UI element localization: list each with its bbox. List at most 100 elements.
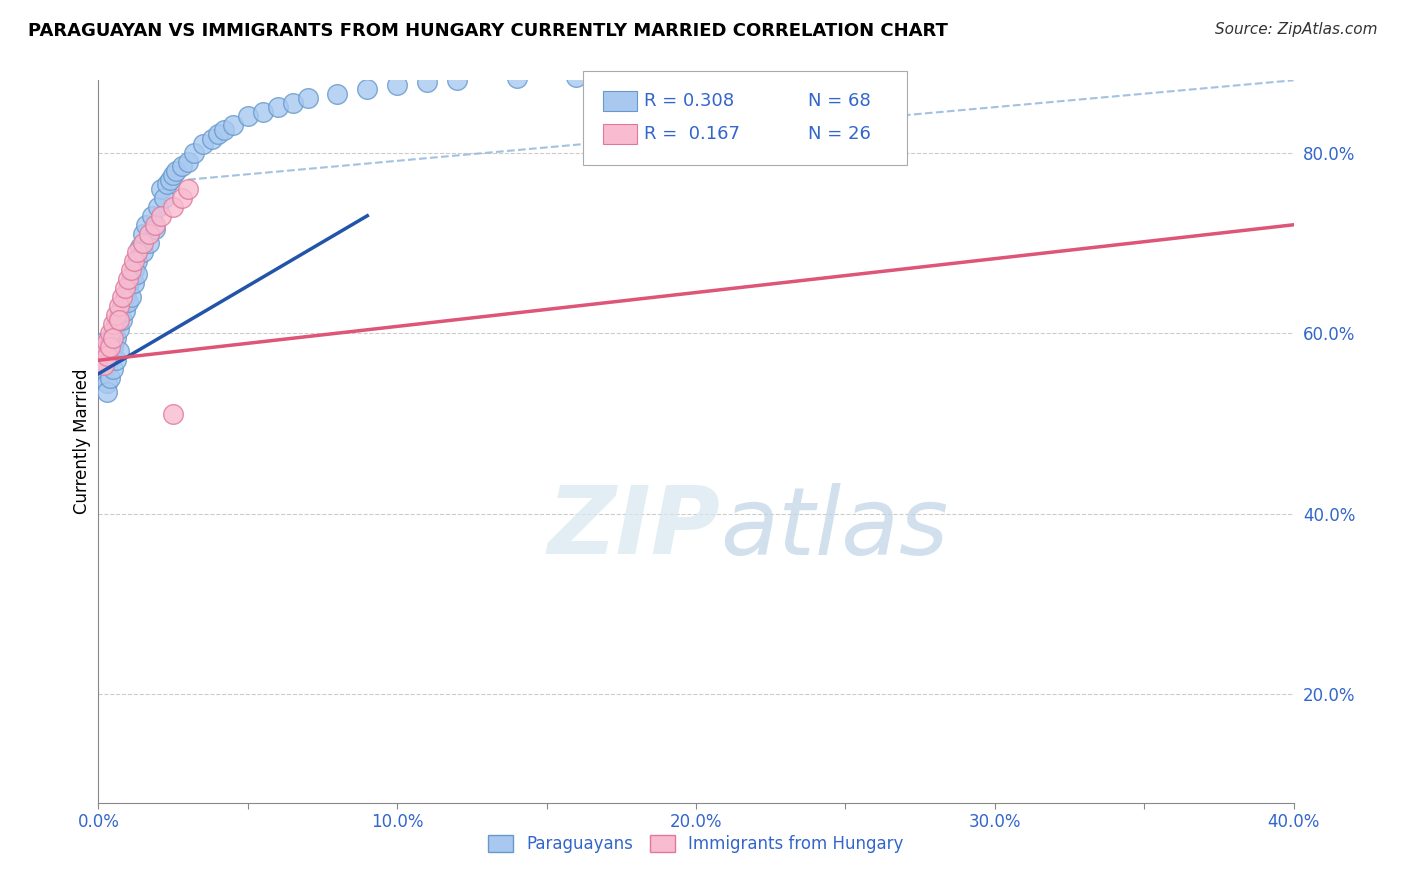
Point [120, 272, 142, 286]
Point [103, 340, 125, 354]
Point [159, 172, 181, 186]
Point [138, 235, 160, 250]
Point [93, 344, 115, 359]
Point [135, 218, 157, 232]
Point [117, 281, 139, 295]
Point [212, 123, 235, 137]
Point [162, 168, 184, 182]
Point [108, 321, 131, 335]
Point [127, 244, 149, 259]
Point [153, 191, 176, 205]
Point [127, 253, 149, 268]
Text: N = 68: N = 68 [808, 92, 872, 110]
Point [132, 227, 155, 241]
Point [108, 312, 131, 326]
Point [236, 109, 259, 123]
Point [143, 218, 166, 232]
Point [120, 263, 142, 277]
Text: R =  0.167: R = 0.167 [644, 125, 740, 143]
Point [150, 181, 173, 195]
Point [252, 104, 274, 119]
Point [93, 335, 115, 350]
Point [93, 353, 115, 368]
Point [111, 299, 134, 313]
Point [132, 235, 155, 250]
Point [96, 344, 118, 359]
Point [93, 362, 115, 376]
Point [96, 376, 118, 390]
Point [120, 290, 142, 304]
Point [105, 317, 128, 331]
Point [108, 344, 131, 359]
Point [103, 331, 125, 345]
Point [172, 159, 194, 173]
Point [150, 209, 173, 223]
Point [108, 308, 131, 322]
Point [114, 290, 136, 304]
Point [162, 408, 184, 422]
Point [98, 340, 122, 354]
Point [117, 294, 139, 309]
Point [297, 91, 319, 105]
Point [565, 70, 588, 84]
Point [148, 200, 170, 214]
Point [165, 163, 187, 178]
Text: PARAGUAYAN VS IMMIGRANTS FROM HUNGARY CURRENTLY MARRIED CORRELATION CHART: PARAGUAYAN VS IMMIGRANTS FROM HUNGARY CU… [28, 22, 948, 40]
Point [96, 349, 118, 363]
Text: atlas: atlas [720, 483, 948, 574]
Point [156, 177, 179, 191]
Point [207, 128, 229, 142]
Point [281, 95, 304, 110]
Legend: Paraguayans, Immigrants from Hungary: Paraguayans, Immigrants from Hungary [481, 828, 911, 860]
Point [93, 358, 115, 372]
Point [111, 312, 134, 326]
Point [90, 367, 112, 381]
Point [98, 371, 122, 385]
Point [177, 154, 200, 169]
Point [506, 71, 529, 86]
Point [124, 263, 146, 277]
Point [98, 349, 122, 363]
Point [446, 73, 468, 87]
Point [96, 384, 118, 399]
Point [98, 335, 122, 350]
Point [114, 303, 136, 318]
Point [626, 68, 648, 82]
Point [114, 281, 136, 295]
Point [111, 290, 134, 304]
Point [108, 299, 131, 313]
Point [105, 353, 128, 368]
Point [96, 358, 118, 372]
Point [124, 253, 146, 268]
Point [326, 87, 349, 101]
Point [132, 244, 155, 259]
Point [201, 132, 224, 146]
Point [172, 191, 194, 205]
Point [138, 227, 160, 241]
Point [267, 100, 290, 114]
Point [191, 136, 214, 151]
Y-axis label: Currently Married: Currently Married [73, 368, 91, 515]
Point [356, 82, 378, 96]
Point [105, 308, 128, 322]
Point [129, 240, 152, 254]
Point [222, 119, 245, 133]
Point [416, 75, 439, 89]
Point [103, 326, 125, 341]
Point [103, 317, 125, 331]
Text: R = 0.308: R = 0.308 [644, 92, 734, 110]
Point [183, 145, 205, 160]
Point [103, 362, 125, 376]
Text: Source: ZipAtlas.com: Source: ZipAtlas.com [1215, 22, 1378, 37]
Point [90, 353, 112, 368]
Point [105, 331, 128, 345]
Point [141, 209, 163, 223]
Text: ZIP: ZIP [547, 483, 720, 574]
Point [96, 335, 118, 350]
Text: N = 26: N = 26 [808, 125, 872, 143]
Point [143, 222, 166, 236]
Point [162, 200, 184, 214]
Point [98, 326, 122, 341]
Point [127, 268, 149, 282]
Point [90, 349, 112, 363]
